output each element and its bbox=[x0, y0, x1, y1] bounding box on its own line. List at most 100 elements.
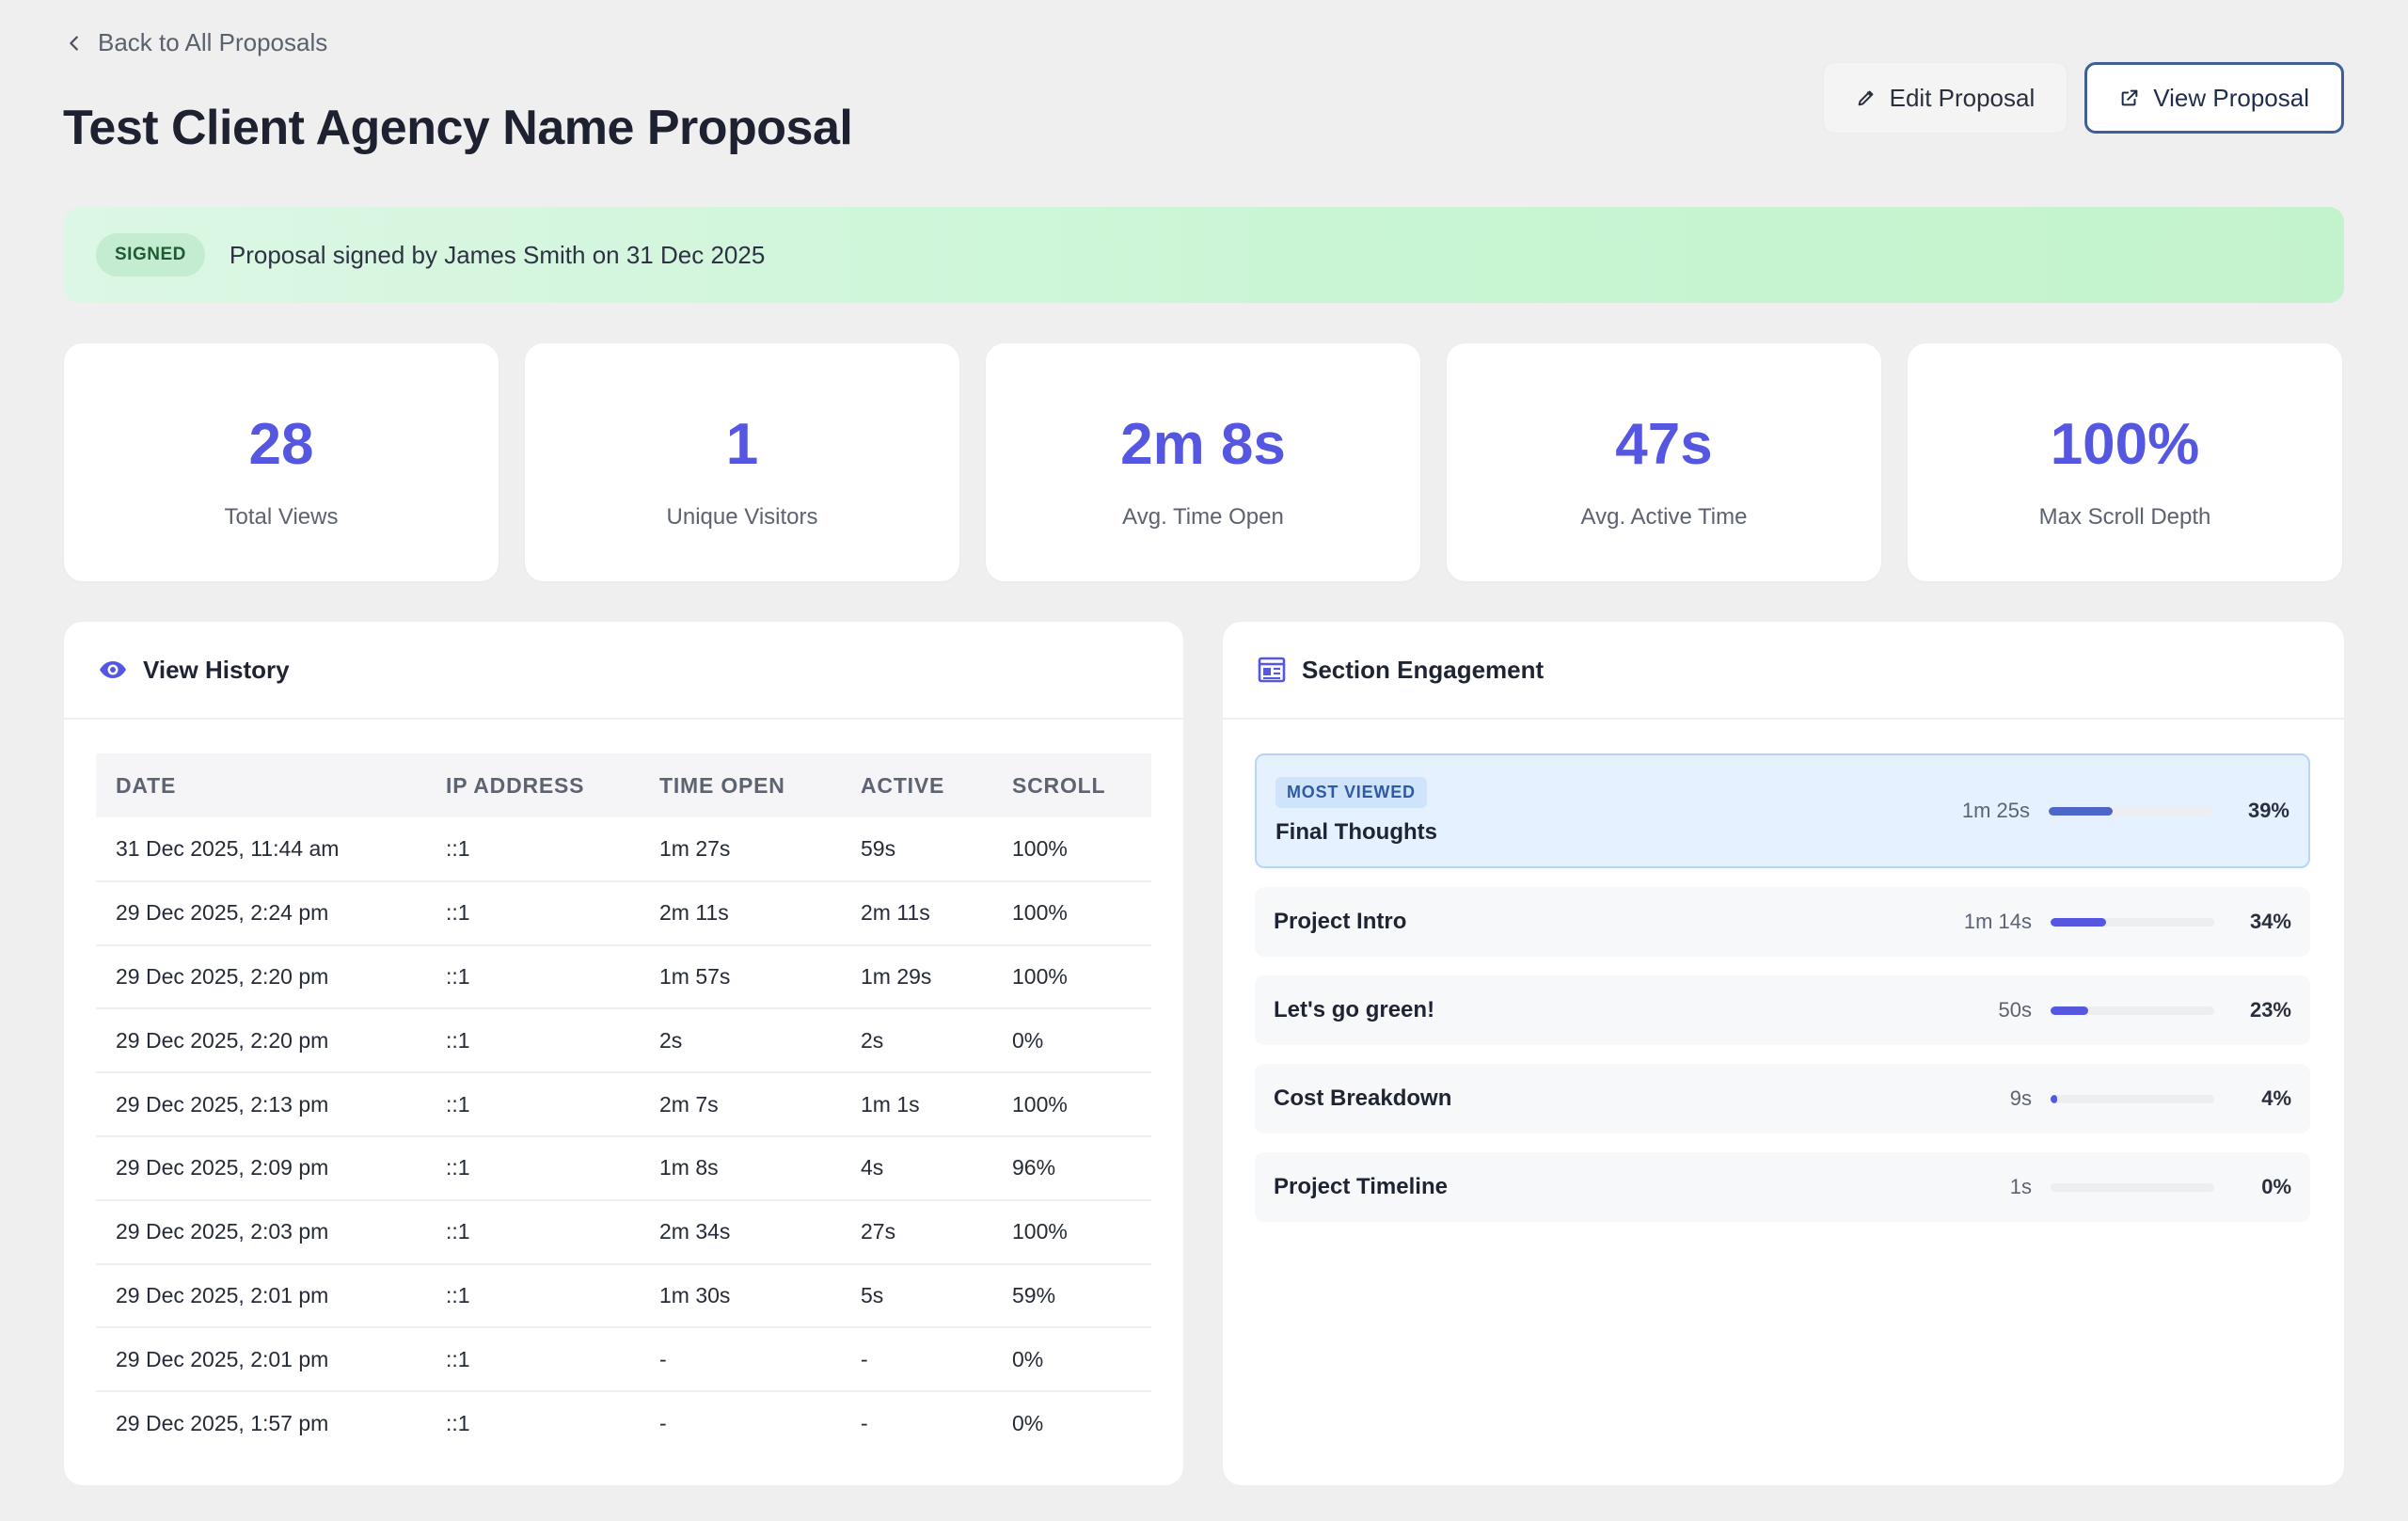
cell-active: - bbox=[861, 1411, 868, 1436]
table-header-row: DATE IP ADDRESS TIME OPEN ACTIVE SCROLL bbox=[96, 753, 1151, 817]
cell-date: 29 Dec 2025, 2:20 pm bbox=[96, 944, 426, 1010]
page-title: Test Client Agency Name Proposal bbox=[63, 101, 853, 155]
section-percent: 4% bbox=[2261, 1086, 2291, 1110]
cell-scroll: 100% bbox=[992, 944, 1151, 1010]
table-row: 29 Dec 2025, 2:01 pm ::1 - - 0% bbox=[96, 1327, 1151, 1393]
cell-scroll: 96% bbox=[992, 1135, 1151, 1201]
cell-active: 1m 29s bbox=[841, 944, 992, 1010]
back-link-label: Back to All Proposals bbox=[98, 28, 328, 56]
section-name: Final Thoughts bbox=[1275, 818, 1437, 845]
cell-time-open: 2s bbox=[640, 1008, 841, 1074]
cell-active: - bbox=[841, 1327, 992, 1393]
cell-ip-address: ::1 bbox=[426, 1008, 640, 1074]
table-row: 29 Dec 2025, 2:20 pm ::1 2s 2s 0% bbox=[96, 1008, 1151, 1074]
stat-label: Avg. Active Time bbox=[1580, 504, 1748, 530]
cell-date: 29 Dec 2025, 2:03 pm bbox=[96, 1199, 426, 1265]
external-link-icon bbox=[2121, 89, 2138, 106]
stat-card-avg-time-open: 2m 8s Avg. Time Open bbox=[986, 343, 1420, 581]
stat-value: 47s bbox=[1615, 412, 1713, 477]
signed-banner-text: Proposal signed by James Smith on 31 Dec… bbox=[229, 240, 766, 269]
section-name: Cost Breakdown bbox=[1274, 1085, 1452, 1111]
section-progress-track bbox=[2051, 917, 2214, 927]
cell-active: 2m 11s bbox=[841, 880, 992, 946]
section-row: Project Timeline 1s 0% bbox=[1255, 1152, 2310, 1222]
cell-date: 31 Dec 2025, 11:44 am bbox=[96, 817, 426, 882]
cell-scroll: 0% bbox=[1012, 1411, 1044, 1436]
view-history-body: 31 Dec 2025, 11:44 am ::1 1m 27s 59s 100… bbox=[96, 817, 1151, 1455]
most-viewed-badge: MOST VIEWED bbox=[1275, 776, 1427, 808]
section-progress-track bbox=[2051, 1006, 2214, 1015]
cell-ip-address: ::1 bbox=[426, 944, 640, 1010]
column-header-scroll: SCROLL bbox=[1012, 772, 1106, 798]
section-engagement-list: MOST VIEWED Final Thoughts 1m 25s 39% Pr… bbox=[1255, 753, 2310, 1241]
view-history-table-wrap: DATE IP ADDRESS TIME OPEN ACTIVE SCROLL … bbox=[96, 753, 1151, 1455]
cell-active: 4s bbox=[841, 1135, 992, 1201]
section-engagement-title: Section Engagement bbox=[1302, 655, 1545, 684]
cell-date: 29 Dec 2025, 2:01 pm bbox=[96, 1327, 426, 1393]
section-metrics: 1m 14s 34% bbox=[1947, 910, 2291, 934]
cell-date: 29 Dec 2025, 2:24 pm bbox=[96, 880, 426, 946]
cell-active: 2s bbox=[841, 1008, 992, 1074]
stat-card-avg-active-time: 47s Avg. Active Time bbox=[1447, 343, 1881, 581]
chevron-left-icon bbox=[70, 35, 78, 51]
stat-label: Total Views bbox=[224, 504, 339, 530]
section-time: 1m 25s bbox=[1961, 799, 2030, 822]
section-metrics: 9s 4% bbox=[1947, 1086, 2291, 1111]
stat-label: Avg. Time Open bbox=[1122, 504, 1284, 530]
back-to-proposals-link[interactable]: Back to All Proposals bbox=[64, 28, 327, 57]
cell-ip-address: ::1 bbox=[426, 1135, 640, 1201]
cell-scroll: 0% bbox=[992, 1327, 1151, 1393]
cell-scroll: 59% bbox=[992, 1263, 1151, 1329]
section-row: Project Intro 1m 14s 34% bbox=[1255, 887, 2310, 957]
section-name: Project Intro bbox=[1274, 909, 1407, 934]
header-actions: Edit Proposal View Proposal bbox=[1822, 62, 2344, 134]
cell-ip-address: ::1 bbox=[446, 1411, 470, 1436]
stat-value: 100% bbox=[2050, 412, 2200, 477]
cell-ip-address: ::1 bbox=[426, 1263, 640, 1329]
view-proposal-label: View Proposal bbox=[2153, 83, 2309, 112]
cell-date: 29 Dec 2025, 2:01 pm bbox=[96, 1263, 426, 1329]
cell-scroll: 100% bbox=[992, 1199, 1151, 1265]
section-percent: 23% bbox=[2249, 998, 2291, 1022]
cell-active: 27s bbox=[841, 1199, 992, 1265]
view-history-panel: View History DATE IP ADDRESS TIME OPEN A… bbox=[64, 622, 1183, 1485]
section-metrics: 1m 25s 39% bbox=[1945, 799, 2289, 823]
stat-value: 2m 8s bbox=[1120, 412, 1286, 477]
section-row: Let's go green! 50s 23% bbox=[1255, 975, 2310, 1045]
section-time: 1s bbox=[2009, 1175, 2032, 1198]
cell-date: 29 Dec 2025, 1:57 pm bbox=[116, 1411, 329, 1436]
cell-date: 29 Dec 2025, 2:09 pm bbox=[96, 1135, 426, 1201]
stats-row: 28 Total Views 1 Unique Visitors 2m 8s A… bbox=[64, 343, 2342, 581]
view-proposal-button[interactable]: View Proposal bbox=[2084, 62, 2344, 134]
cell-time-open: - bbox=[659, 1411, 667, 1436]
section-time: 1m 14s bbox=[1963, 910, 2032, 933]
section-percent: 34% bbox=[2249, 910, 2291, 933]
section-row-left: MOST VIEWED Final Thoughts bbox=[1275, 776, 1437, 846]
section-progress-track bbox=[2051, 1094, 2214, 1103]
cell-time-open: 1m 30s bbox=[640, 1263, 841, 1329]
view-history-title: View History bbox=[143, 655, 290, 684]
section-metrics: 50s 23% bbox=[1947, 998, 2291, 1022]
section-percent: 39% bbox=[2247, 799, 2289, 822]
table-row: 29 Dec 2025, 2:20 pm ::1 1m 57s 1m 29s 1… bbox=[96, 944, 1151, 1010]
pencil-icon bbox=[1858, 90, 1874, 106]
view-history-header: View History bbox=[64, 622, 1183, 720]
section-name: Project Timeline bbox=[1274, 1174, 1448, 1199]
cell-date: 29 Dec 2025, 2:20 pm bbox=[96, 1008, 426, 1074]
cell-ip-address: ::1 bbox=[426, 1327, 640, 1393]
section-percent: 0% bbox=[2261, 1175, 2291, 1198]
stat-value: 1 bbox=[725, 412, 759, 477]
cell-active: 59s bbox=[841, 817, 992, 882]
table-row: 29 Dec 2025, 2:01 pm ::1 1m 30s 5s 59% bbox=[96, 1263, 1151, 1329]
edit-proposal-button[interactable]: Edit Proposal bbox=[1822, 62, 2068, 134]
table-row: 29 Dec 2025, 2:09 pm ::1 1m 8s 4s 96% bbox=[96, 1135, 1151, 1201]
section-progress-track bbox=[2051, 1182, 2214, 1192]
cell-scroll: 0% bbox=[992, 1008, 1151, 1074]
section-progress-fill bbox=[2049, 806, 2113, 816]
cell-ip-address: ::1 bbox=[426, 1199, 640, 1265]
table-row: 29 Dec 2025, 1:57 pm ::1 - - 0% bbox=[96, 1391, 1151, 1455]
section-progress-fill bbox=[2051, 1006, 2089, 1015]
cell-scroll: 100% bbox=[992, 880, 1151, 946]
section-time: 9s bbox=[2009, 1086, 2032, 1110]
table-row: 31 Dec 2025, 11:44 am ::1 1m 27s 59s 100… bbox=[96, 817, 1151, 882]
